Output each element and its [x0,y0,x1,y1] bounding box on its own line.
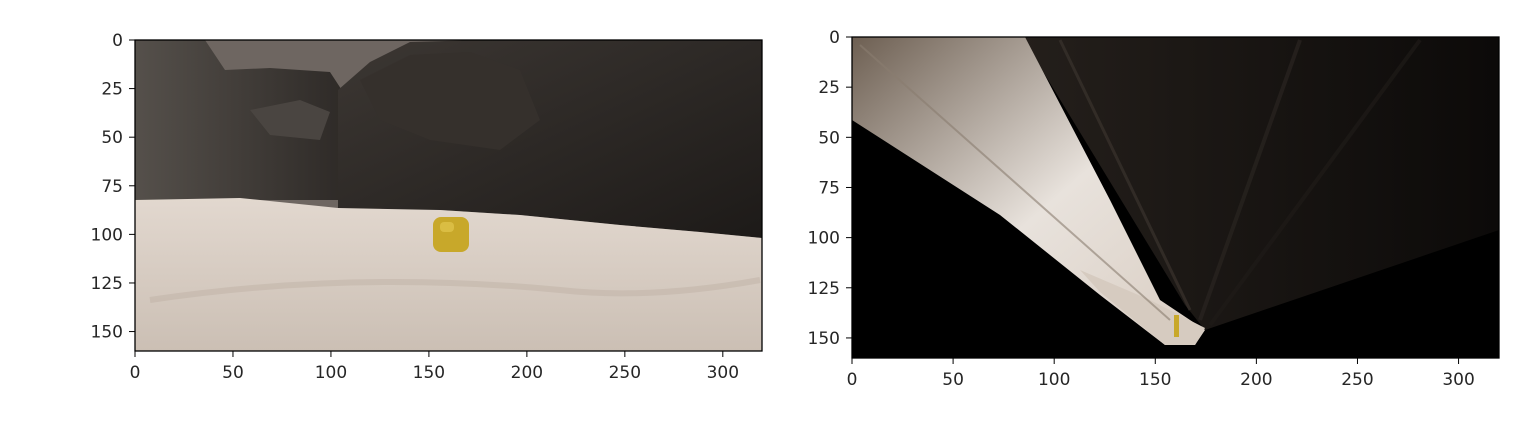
canyon-ridge [250,100,330,140]
right-y-tick-label: 100 [808,229,840,249]
right-plot-frame [851,36,1500,359]
right-y-tick-label: 75 [818,178,840,198]
left-x-tick-label: 0 [130,363,141,383]
camera-image-panel: 0 50 100 150 200 250 300 0 25 50 75 100 125 150 [91,31,763,383]
left-y-tick-label: 150 [91,323,123,343]
left-y-tick-label: 50 [101,128,123,148]
right-y-tick-label: 25 [818,78,840,98]
right-x-tick-label: 100 [1038,370,1070,390]
right-y-tick-label: 125 [808,279,840,299]
warped-sample [1174,315,1179,337]
left-y-tick-label: 25 [101,80,123,100]
left-x-tick-label: 250 [609,363,641,383]
left-y-axis: 0 25 50 75 100 125 150 [91,31,135,343]
right-x-tick-label: 250 [1341,370,1373,390]
right-x-tick-label: 50 [942,370,964,390]
warp-dark-rays [1022,37,1499,330]
left-y-tick-label: 0 [112,31,123,51]
ground-region [135,198,762,351]
canyon-wall-left [135,40,345,200]
warp-ground-tip [1080,270,1205,345]
right-y-tick-label: 150 [808,329,840,349]
left-x-tick-label: 150 [413,363,445,383]
left-x-tick-label: 50 [222,363,244,383]
left-plot-frame [134,39,763,352]
rock-highlight [360,52,540,150]
left-x-axis: 0 50 100 150 200 250 300 [130,351,739,383]
right-x-tick-label: 0 [847,370,858,390]
right-y-axis: 0 25 50 75 100 125 150 [808,28,852,349]
right-y-tick-label: 50 [818,128,840,148]
right-y-tick-label: 0 [829,28,840,48]
right-x-tick-label: 200 [1240,370,1272,390]
right-x-tick-label: 150 [1139,370,1171,390]
left-x-tick-label: 300 [707,363,739,383]
left-x-tick-label: 100 [315,363,347,383]
warp-light-fan [852,37,1205,345]
left-y-tick-label: 100 [91,225,123,245]
left-y-tick-label: 125 [91,274,123,294]
right-x-tick-label: 300 [1442,370,1474,390]
right-x-axis: 0 50 100 150 200 250 300 [847,358,1475,390]
ground-streak [149,277,761,303]
warped-image-panel: 0 50 100 150 200 250 300 0 25 50 75 100 125 150 [808,28,1500,390]
left-x-tick-label: 200 [511,363,543,383]
left-y-tick-label: 75 [101,177,123,197]
